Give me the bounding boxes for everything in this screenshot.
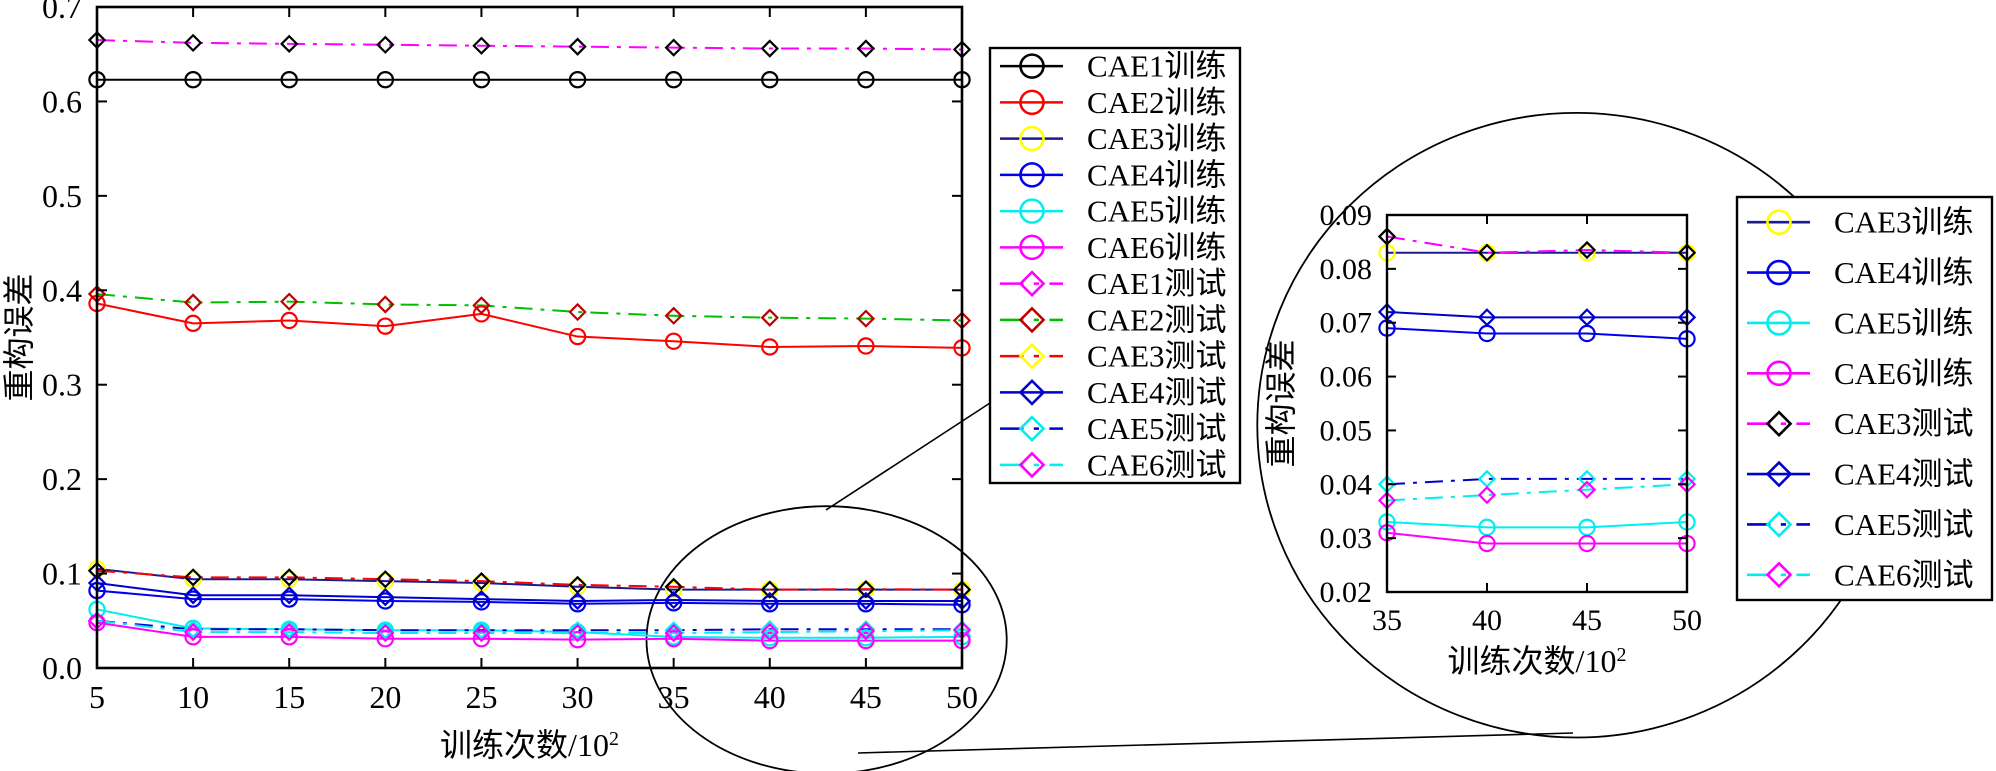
svg-text:0.5: 0.5 [42, 178, 82, 214]
svg-text:0.07: 0.07 [1320, 307, 1373, 340]
svg-text:0.1: 0.1 [42, 556, 82, 592]
svg-text:0.7: 0.7 [42, 0, 82, 25]
svg-text:0.02: 0.02 [1320, 576, 1373, 609]
svg-text:0.3: 0.3 [42, 367, 82, 403]
svg-text:CAE4训练: CAE4训练 [1834, 255, 1974, 290]
svg-text:5: 5 [89, 679, 105, 715]
svg-text:训练次数/102: 训练次数/102 [1448, 643, 1627, 679]
svg-text:CAE5训练: CAE5训练 [1834, 305, 1974, 340]
svg-text:0.05: 0.05 [1320, 414, 1373, 447]
svg-text:CAE6测试: CAE6测试 [1834, 557, 1974, 592]
svg-text:35: 35 [1372, 604, 1402, 637]
svg-text:10: 10 [177, 679, 209, 715]
svg-text:CAE5测试: CAE5测试 [1087, 411, 1227, 446]
svg-text:50: 50 [1672, 604, 1702, 637]
svg-text:重构误差: 重构误差 [1, 273, 37, 401]
svg-text:CAE5测试: CAE5测试 [1834, 507, 1974, 542]
svg-text:30: 30 [562, 679, 594, 715]
svg-text:CAE4测试: CAE4测试 [1087, 375, 1227, 410]
svg-text:CAE3训练: CAE3训练 [1087, 121, 1227, 156]
svg-text:CAE1训练: CAE1训练 [1087, 49, 1227, 84]
svg-text:CAE4训练: CAE4训练 [1087, 157, 1227, 192]
svg-text:45: 45 [850, 679, 882, 715]
svg-text:35: 35 [658, 679, 690, 715]
svg-text:CAE6测试: CAE6测试 [1087, 447, 1227, 482]
svg-text:CAE3测试: CAE3测试 [1834, 406, 1974, 441]
svg-text:45: 45 [1572, 604, 1602, 637]
svg-text:CAE1测试: CAE1测试 [1087, 266, 1227, 301]
svg-text:25: 25 [465, 679, 497, 715]
svg-text:0.09: 0.09 [1320, 199, 1373, 232]
svg-text:40: 40 [1472, 604, 1502, 637]
svg-text:CAE3训练: CAE3训练 [1834, 205, 1974, 240]
svg-text:CAE2测试: CAE2测试 [1087, 302, 1227, 337]
svg-text:40: 40 [754, 679, 786, 715]
svg-text:CAE5训练: CAE5训练 [1087, 194, 1227, 229]
svg-text:CAE6训练: CAE6训练 [1834, 356, 1974, 391]
svg-text:0.2: 0.2 [42, 461, 82, 497]
svg-text:CAE2训练: CAE2训练 [1087, 85, 1227, 120]
svg-text:训练次数/102: 训练次数/102 [440, 727, 619, 763]
svg-text:CAE3测试: CAE3测试 [1087, 339, 1227, 374]
svg-text:0.04: 0.04 [1320, 468, 1373, 501]
svg-text:0.0: 0.0 [42, 650, 82, 686]
svg-text:50: 50 [946, 679, 978, 715]
svg-text:0.4: 0.4 [42, 272, 82, 308]
svg-text:0.06: 0.06 [1320, 361, 1373, 394]
svg-text:0.03: 0.03 [1320, 522, 1373, 555]
svg-text:0.08: 0.08 [1320, 253, 1373, 286]
svg-text:20: 20 [369, 679, 401, 715]
svg-text:0.6: 0.6 [42, 83, 82, 119]
svg-text:重构误差: 重构误差 [1263, 339, 1299, 467]
svg-text:15: 15 [273, 679, 305, 715]
svg-text:CAE6训练: CAE6训练 [1087, 230, 1227, 265]
svg-text:CAE4测试: CAE4测试 [1834, 457, 1974, 492]
